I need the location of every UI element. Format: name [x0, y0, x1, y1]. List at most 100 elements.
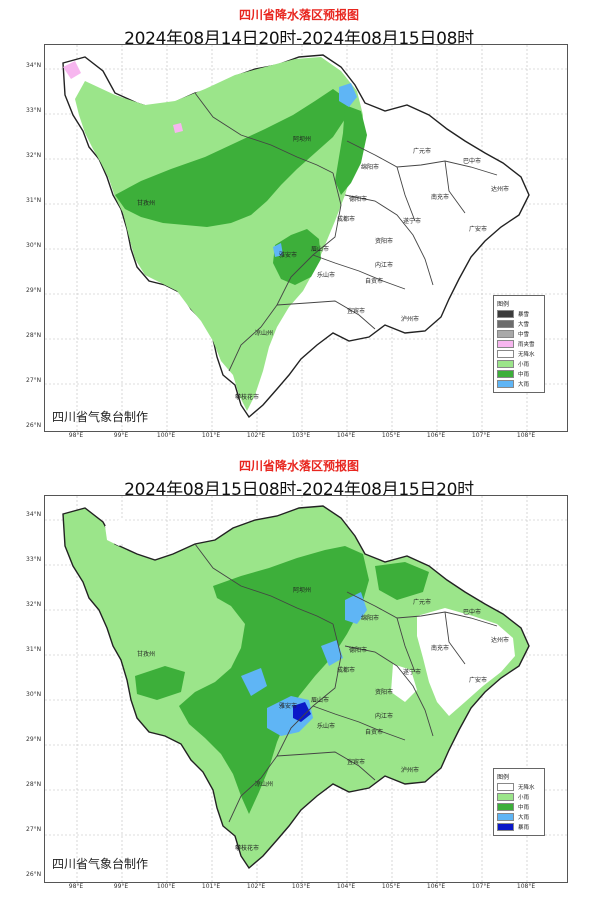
lon-label: 104°E — [336, 432, 356, 439]
legend-item: 暴雨 — [497, 823, 541, 831]
city-label: 凉山州 — [255, 329, 273, 337]
lat-label: 31°N — [26, 646, 42, 653]
lat-label: 31°N — [26, 197, 42, 204]
map-title: 四川省降水落区预报图 — [238, 459, 359, 473]
city-label: 广元市 — [413, 147, 431, 155]
sleet-area — [63, 61, 81, 79]
lon-label: 103°E — [291, 883, 311, 890]
city-label: 成都市 — [337, 666, 355, 674]
legend-label: 无降水 — [518, 352, 535, 358]
legend-item: 大雪 — [497, 320, 541, 328]
forecast-panel-1: 四川省降水落区预报图 2024年08月14日20时-2024年08月15日08时… — [0, 0, 598, 445]
moderate-rain-area — [375, 562, 429, 600]
city-label: 遂宁市 — [403, 668, 421, 676]
lat-label: 33°N — [26, 107, 42, 114]
lon-label: 104°E — [336, 883, 356, 890]
city-label: 雅安市 — [279, 702, 297, 710]
legend-item: 小雨 — [497, 793, 541, 801]
legend-swatch — [497, 813, 514, 821]
moderate-rain-area — [115, 89, 347, 227]
legend-item: 中雪 — [497, 330, 541, 338]
lon-label: 100°E — [156, 883, 176, 890]
city-label: 眉山市 — [311, 696, 329, 704]
lon-label: 99°E — [113, 432, 129, 439]
legend-label: 大雪 — [518, 322, 530, 328]
lon-label: 102°E — [246, 432, 266, 439]
precipitation-map: 阿坝州 甘孜州 成都市 雅安市 乐山市 眉山市 绵阳市 德阳市 广元市 巴中市 … — [45, 45, 567, 431]
legend-item: 雨夹雪 — [497, 340, 541, 348]
legend-label: 暴雨 — [518, 825, 530, 831]
heavy-rain-area — [339, 83, 357, 107]
legend-swatch — [497, 320, 514, 328]
city-label: 成都市 — [337, 215, 355, 223]
city-label: 自贡市 — [365, 728, 383, 736]
lat-label: 27°N — [26, 377, 42, 384]
legend-item: 无降水 — [497, 350, 541, 358]
moderate-rain-area — [135, 666, 185, 700]
city-label: 宜宾市 — [347, 307, 365, 315]
legend-label: 大雨 — [518, 382, 530, 388]
legend-label: 大雨 — [518, 815, 530, 821]
lon-label: 108°E — [516, 883, 536, 890]
map-title: 四川省降水落区预报图 — [238, 8, 359, 22]
lon-label: 100°E — [156, 432, 176, 439]
city-label: 巴中市 — [463, 608, 481, 616]
heavy-rain-area — [321, 640, 343, 666]
lon-label: 106°E — [426, 883, 446, 890]
city-label: 巴中市 — [463, 157, 481, 165]
lat-label: 28°N — [26, 781, 42, 788]
lat-label: 27°N — [26, 826, 42, 833]
legend-label: 无降水 — [518, 785, 535, 791]
lat-label: 29°N — [26, 736, 42, 743]
city-label: 攀枝花市 — [235, 844, 259, 852]
legend-swatch — [497, 803, 514, 811]
lat-label: 33°N — [26, 556, 42, 563]
city-label: 乐山市 — [317, 271, 335, 279]
lon-label: 105°E — [381, 432, 401, 439]
legend-swatch — [497, 330, 514, 338]
legend-item: 中雨 — [497, 803, 541, 811]
map-frame: 阿坝州 甘孜州 成都市 雅安市 乐山市 眉山市 绵阳市 德阳市 广元市 巴中市 … — [44, 495, 568, 883]
precipitation-map: 阿坝州 甘孜州 成都市 雅安市 乐山市 眉山市 绵阳市 德阳市 广元市 巴中市 … — [45, 496, 567, 882]
legend-swatch — [497, 370, 514, 378]
legend-item: 大雨 — [497, 813, 541, 821]
city-label: 遂宁市 — [403, 217, 421, 225]
city-label: 泸州市 — [401, 766, 419, 774]
lat-label: 26°N — [26, 871, 42, 878]
lon-label: 108°E — [516, 432, 536, 439]
legend-label: 小雨 — [518, 362, 530, 368]
sleet-area — [173, 123, 183, 133]
city-label: 内江市 — [375, 712, 393, 720]
legend-label: 中雨 — [518, 372, 530, 378]
city-label: 宜宾市 — [347, 758, 365, 766]
city-label: 阿坝州 — [293, 135, 311, 143]
lon-label: 101°E — [201, 883, 221, 890]
lon-label: 102°E — [246, 883, 266, 890]
lat-label: 34°N — [26, 511, 42, 518]
lon-label: 99°E — [113, 883, 129, 890]
lon-label: 103°E — [291, 432, 311, 439]
legend-swatch — [497, 360, 514, 368]
map-legend: 图例 暴雪 大雪 中雪 雨夹雪 无降水 小雨 中雨 大雨 — [493, 295, 545, 393]
city-label: 资阳市 — [375, 237, 393, 245]
forecast-panel-2: 四川省降水落区预报图 2024年08月15日08时-2024年08月15日20时… — [0, 455, 598, 920]
legend-swatch — [497, 310, 514, 318]
legend-label: 雨夹雪 — [518, 342, 535, 348]
no-precip-area — [105, 518, 133, 546]
producer-credit: 四川省气象台制作 — [52, 857, 149, 871]
city-label: 广元市 — [413, 598, 431, 606]
legend-label: 中雨 — [518, 805, 530, 811]
city-label: 凉山州 — [255, 780, 273, 788]
city-label: 绵阳市 — [361, 614, 379, 622]
legend-title: 图例 — [497, 301, 510, 308]
legend-label: 暴雪 — [518, 312, 530, 318]
city-label: 资阳市 — [375, 688, 393, 696]
legend-item: 大雨 — [497, 380, 541, 388]
heavy-rain-area — [241, 668, 267, 696]
legend-swatch — [497, 823, 514, 831]
heavy-rain-area — [345, 592, 367, 624]
lat-label: 29°N — [26, 287, 42, 294]
heavy-rain-area — [273, 243, 283, 257]
lon-label: 105°E — [381, 883, 401, 890]
producer-credit: 四川省气象台制作 — [52, 410, 149, 424]
